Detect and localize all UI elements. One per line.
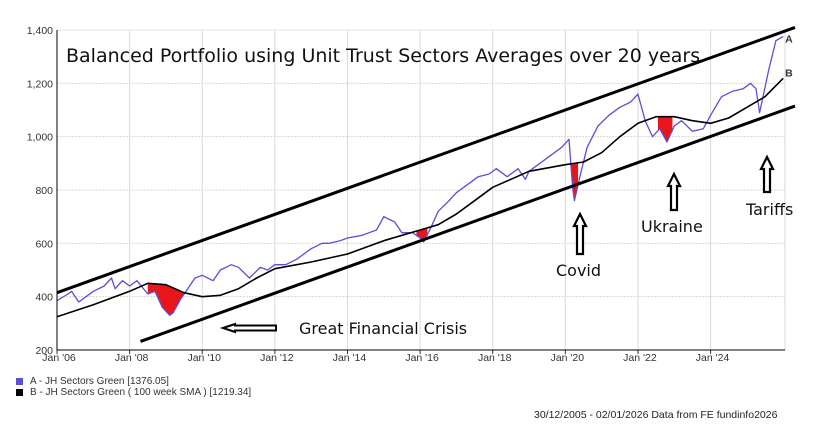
y-tick-label: 200 bbox=[35, 345, 53, 357]
legend: A - JH Sectors Green [1376.05] B - JH Se… bbox=[16, 376, 251, 398]
drawdown-fill-gfc bbox=[147, 283, 203, 316]
annotation-gfc: Great Financial Crisis bbox=[299, 319, 467, 338]
legend-label-b: B - JH Sectors Green ( 100 week SMA ) [1… bbox=[30, 387, 252, 398]
legend-item-b: B - JH Sectors Green ( 100 week SMA ) [1… bbox=[16, 387, 251, 398]
x-tick-label: Jan '12 bbox=[260, 352, 294, 364]
annotation-covid: Covid bbox=[556, 261, 601, 280]
y-axis-ticks: 200 400 600 800 1,000 1,200 1,400 bbox=[27, 25, 53, 357]
drawdown-fill-ukraine bbox=[657, 116, 673, 142]
x-tick-label: Jan '06 bbox=[42, 352, 76, 364]
series-end-label: A bbox=[785, 33, 793, 45]
series-b-line bbox=[56, 77, 784, 318]
annotation-ukraine: Ukraine bbox=[641, 217, 703, 236]
series-lines bbox=[56, 35, 784, 318]
covid-arrow-icon bbox=[572, 211, 588, 256]
series-a-line bbox=[56, 35, 784, 316]
y-tick-label: 1,000 bbox=[27, 132, 53, 144]
gfc-arrow-icon bbox=[219, 322, 277, 334]
drawdown-fills bbox=[147, 116, 673, 316]
tariffs-arrow-icon bbox=[759, 154, 775, 194]
trend-line-upper bbox=[56, 26, 796, 295]
y-tick-label: 1,200 bbox=[27, 78, 53, 90]
chart-title: Balanced Portfolio using Unit Trust Sect… bbox=[66, 45, 700, 67]
x-tick-label: Jan '18 bbox=[478, 352, 512, 364]
trend-channel bbox=[56, 26, 796, 343]
x-tick-label: Jan '16 bbox=[405, 352, 439, 364]
series-end-labels: AB bbox=[785, 33, 793, 79]
legend-item-a: A - JH Sectors Green [1376.05] bbox=[16, 376, 251, 387]
annotations: Great Financial Crisis Covid Ukraine Tariff… bbox=[219, 154, 793, 338]
legend-swatch-a bbox=[16, 378, 23, 385]
y-tick-label: 400 bbox=[35, 292, 53, 304]
series-end-label: B bbox=[785, 67, 793, 79]
ukraine-arrow-icon bbox=[666, 171, 682, 212]
data-source-footer: 30/12/2005 - 02/01/2026 Data from FE fun… bbox=[534, 409, 778, 421]
x-axis-ticks: Jan '06 Jan '08 Jan '10 Jan '12 Jan '14 Jan '… bbox=[42, 350, 729, 364]
x-tick-label: Jan '08 bbox=[115, 352, 149, 364]
axes bbox=[56, 30, 785, 351]
x-tick-label: Jan '10 bbox=[187, 352, 221, 364]
x-tick-label: Jan '14 bbox=[333, 352, 367, 364]
x-tick-label: Jan '20 bbox=[551, 352, 585, 364]
x-tick-label: Jan '24 bbox=[696, 352, 730, 364]
legend-swatch-b bbox=[16, 389, 23, 396]
annotation-tariffs: Tariffs bbox=[745, 200, 793, 219]
y-tick-label: 600 bbox=[35, 238, 53, 250]
x-tick-label: Jan '22 bbox=[623, 352, 657, 364]
y-tick-label: 1,400 bbox=[27, 25, 53, 37]
legend-label-a: A - JH Sectors Green [1376.05] bbox=[30, 376, 169, 387]
trend-line-lower bbox=[140, 104, 796, 343]
y-tick-label: 800 bbox=[35, 185, 53, 197]
